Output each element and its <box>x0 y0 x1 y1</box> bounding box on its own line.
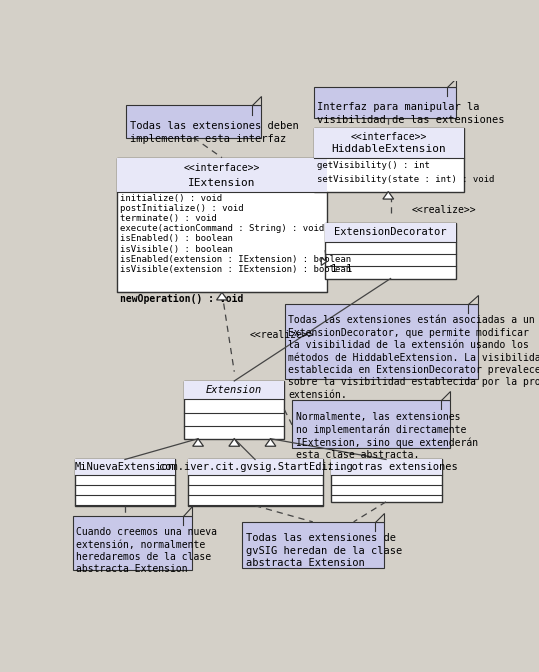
Text: <<interface>>: <<interface>> <box>184 163 260 173</box>
Text: Todas las extensiones están asociadas a un
ExtensionDecorator, que permite modif: Todas las extensiones están asociadas a … <box>288 315 539 400</box>
Text: Todas las extensiones deben
implementar esta interfaz: Todas las extensiones deben implementar … <box>130 122 299 144</box>
FancyBboxPatch shape <box>73 515 192 570</box>
FancyBboxPatch shape <box>285 304 478 380</box>
Text: MiNuevaExtension: MiNuevaExtension <box>75 462 175 472</box>
Polygon shape <box>265 439 276 446</box>
Text: com.iver.cit.gvsig.StartEditing: com.iver.cit.gvsig.StartEditing <box>158 462 353 472</box>
Text: getVisibility() : int: getVisibility() : int <box>316 161 430 170</box>
Text: Interfaz para manipular la
visibilidad de las extensiones: Interfaz para manipular la visibilidad d… <box>317 102 505 124</box>
Polygon shape <box>229 439 240 446</box>
Polygon shape <box>375 513 384 522</box>
Text: Todas las extensiones de
gvSIG heredan de la clase
abstracta Extension: Todas las extensiones de gvSIG heredan d… <box>246 534 402 569</box>
Polygon shape <box>193 439 203 446</box>
Text: . . . otras extensiones: . . . otras extensiones <box>314 462 458 472</box>
Polygon shape <box>383 192 393 199</box>
Text: Cuando creemos una nueva
extensión, normalmente
heredaremos de la clase
abstract: Cuando creemos una nueva extensión, norm… <box>77 528 217 575</box>
Polygon shape <box>440 391 450 401</box>
Text: terminate() : void: terminate() : void <box>120 214 217 223</box>
Text: Normalmente, las extensiones
no implementarán directamente
IExtension, sino que : Normalmente, las extensiones no implemen… <box>296 412 478 460</box>
Text: setVisibility(state : int) : void: setVisibility(state : int) : void <box>316 175 494 184</box>
Polygon shape <box>447 77 456 87</box>
Text: initialize() : void: initialize() : void <box>120 194 223 203</box>
Text: execute(actionCommand : String) : void: execute(actionCommand : String) : void <box>120 224 324 233</box>
FancyBboxPatch shape <box>292 401 450 448</box>
FancyBboxPatch shape <box>314 128 464 158</box>
Polygon shape <box>468 295 478 304</box>
Text: <<interface>>: <<interface>> <box>350 132 427 142</box>
FancyBboxPatch shape <box>325 223 456 241</box>
Text: newOperation() : void: newOperation() : void <box>120 294 244 304</box>
Text: postInitialize() : void: postInitialize() : void <box>120 204 244 213</box>
Text: 1: 1 <box>346 264 352 274</box>
FancyBboxPatch shape <box>117 158 327 292</box>
Text: isEnabled() : boolean: isEnabled() : boolean <box>120 235 233 243</box>
Polygon shape <box>217 292 227 300</box>
FancyBboxPatch shape <box>188 460 323 475</box>
Text: Extension: Extension <box>206 385 262 395</box>
Text: isVisible() : boolean: isVisible() : boolean <box>120 245 233 253</box>
Polygon shape <box>252 96 261 106</box>
FancyBboxPatch shape <box>325 223 456 278</box>
FancyBboxPatch shape <box>188 460 323 506</box>
Text: ExtensionDecorator: ExtensionDecorator <box>334 227 447 237</box>
Text: HiddableExtension: HiddableExtension <box>331 144 446 155</box>
FancyBboxPatch shape <box>75 460 175 475</box>
FancyBboxPatch shape <box>117 158 327 192</box>
Text: <<realize>>: <<realize>> <box>411 205 476 215</box>
FancyBboxPatch shape <box>330 460 442 475</box>
Polygon shape <box>183 507 192 515</box>
FancyBboxPatch shape <box>314 128 464 192</box>
Text: isEnabled(extension : IExtension) : boolean: isEnabled(extension : IExtension) : bool… <box>120 255 351 263</box>
Text: <<realize>>: <<realize>> <box>250 330 314 340</box>
Polygon shape <box>321 258 327 265</box>
FancyBboxPatch shape <box>314 87 456 118</box>
FancyBboxPatch shape <box>127 106 261 138</box>
FancyBboxPatch shape <box>242 522 384 568</box>
Text: IExtension: IExtension <box>188 177 255 187</box>
Text: 1: 1 <box>330 264 337 274</box>
FancyBboxPatch shape <box>330 460 442 502</box>
Text: isVisible(extension : IExtension) : boolean: isVisible(extension : IExtension) : bool… <box>120 265 351 274</box>
FancyBboxPatch shape <box>75 460 175 506</box>
FancyBboxPatch shape <box>184 381 285 439</box>
FancyBboxPatch shape <box>184 381 285 399</box>
